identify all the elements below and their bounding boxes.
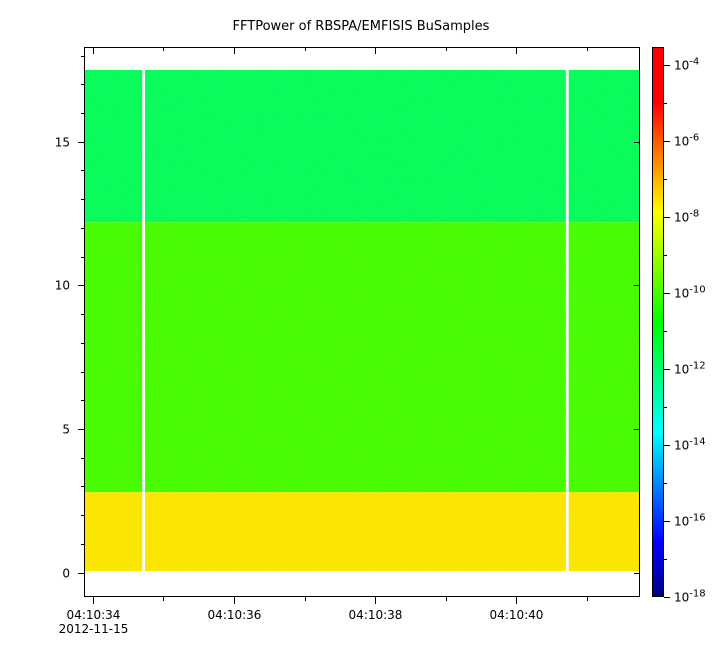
y-tick-label-1: 5 — [62, 423, 70, 437]
x-tick-label-1: 04:10:36 — [208, 608, 262, 622]
y-tick-label-3: 15 — [55, 136, 70, 150]
colorbar-tick-label-3: 10-10 — [674, 285, 706, 301]
colorbar-tick-label-5: 10-14 — [674, 437, 706, 453]
colorbar-frame — [652, 47, 664, 597]
spectrogram-texture-1 — [84, 222, 640, 493]
x-tick-date-label-0: 2012-11-15 — [59, 622, 129, 636]
data-gap-1 — [565, 47, 569, 597]
colorbar-tick-label-1: 10-6 — [674, 133, 699, 149]
colorbar-tick-label-4: 10-12 — [674, 361, 706, 377]
data-gap-0 — [142, 47, 146, 597]
spectrogram-texture-0 — [84, 69, 640, 223]
colorbar-gradient — [652, 47, 664, 597]
x-tick-label-0: 04:10:34 — [67, 608, 121, 622]
x-tick-label-3: 04:10:40 — [490, 608, 544, 622]
y-tick-label-2: 10 — [55, 279, 70, 293]
x-tick-label-2: 04:10:38 — [349, 608, 403, 622]
colorbar: 10-4 10-6 10-8 10-10 10-12 10-14 10-16 10-18 — [652, 47, 706, 605]
colorbar-tick-label-0: 10-4 — [674, 57, 699, 73]
y-tick-label-0: 0 — [62, 567, 70, 581]
colorbar-tick-label-6: 10-16 — [674, 513, 706, 529]
colorbar-tick-label-2: 10-8 — [674, 209, 699, 225]
spectrogram-texture-2 — [84, 492, 640, 572]
colorbar-tick-label-7: 10-18 — [674, 589, 706, 605]
y-axis: 0 5 10 15 — [55, 56, 640, 581]
chart-title: FFTPower of RBSPA/EMFISIS BuSamples — [233, 19, 490, 34]
plot-area — [84, 47, 640, 597]
plot-frame — [84, 47, 640, 597]
